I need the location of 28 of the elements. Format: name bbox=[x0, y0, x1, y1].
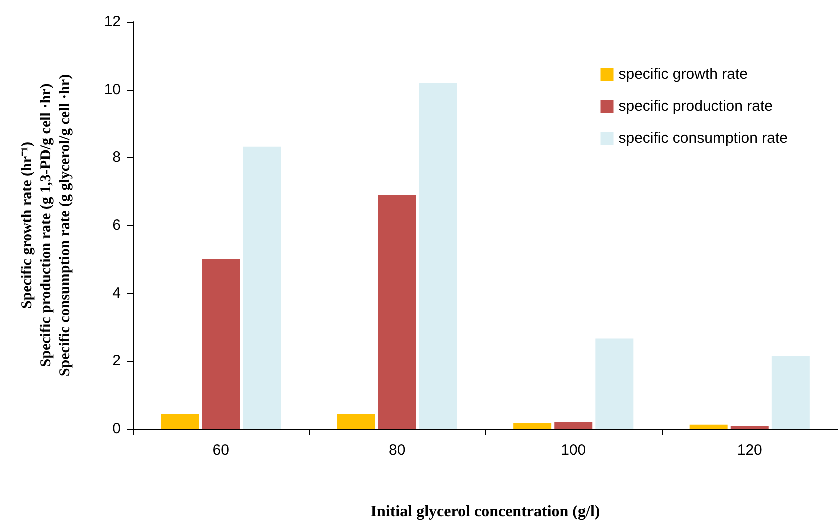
bar bbox=[243, 146, 282, 429]
bar bbox=[690, 424, 728, 429]
y-axis-title: Specific growth rate (hr⁻¹) Specific production rate (g 1,3-PD/g cell ·hr) Specific consumption rate (g glycerol/g cell ·hr) bbox=[20, 74, 74, 377]
x-tick-label: 80 bbox=[389, 442, 406, 459]
bar bbox=[554, 422, 593, 429]
y-tick-label: 12 bbox=[104, 14, 121, 30]
x-tick-label: 60 bbox=[212, 442, 230, 459]
y-tick-label: 8 bbox=[112, 149, 121, 166]
y-tick-label: 2 bbox=[112, 352, 121, 370]
bar bbox=[596, 338, 634, 429]
bar bbox=[161, 414, 200, 429]
bar bbox=[419, 83, 458, 429]
bar bbox=[337, 414, 376, 429]
y-tick-label: 4 bbox=[112, 284, 121, 302]
y-tick-label: 6 bbox=[112, 217, 121, 234]
legend-label: specific production rate bbox=[618, 98, 773, 115]
legend-label: specific consumption rate bbox=[618, 130, 788, 147]
bar bbox=[514, 423, 552, 429]
x-tick-label: 100 bbox=[561, 442, 586, 459]
x-tick-label: 120 bbox=[737, 442, 762, 459]
bar bbox=[202, 259, 240, 429]
legend-label: specific growth rate bbox=[618, 66, 748, 83]
y-tick-label: 0 bbox=[112, 420, 121, 438]
bar bbox=[730, 426, 769, 429]
y-tick-label: 10 bbox=[104, 81, 121, 98]
bar bbox=[772, 356, 810, 429]
x-axis-title: Initial glycerol concentration (g/l) bbox=[370, 504, 600, 520]
bar bbox=[378, 194, 416, 429]
